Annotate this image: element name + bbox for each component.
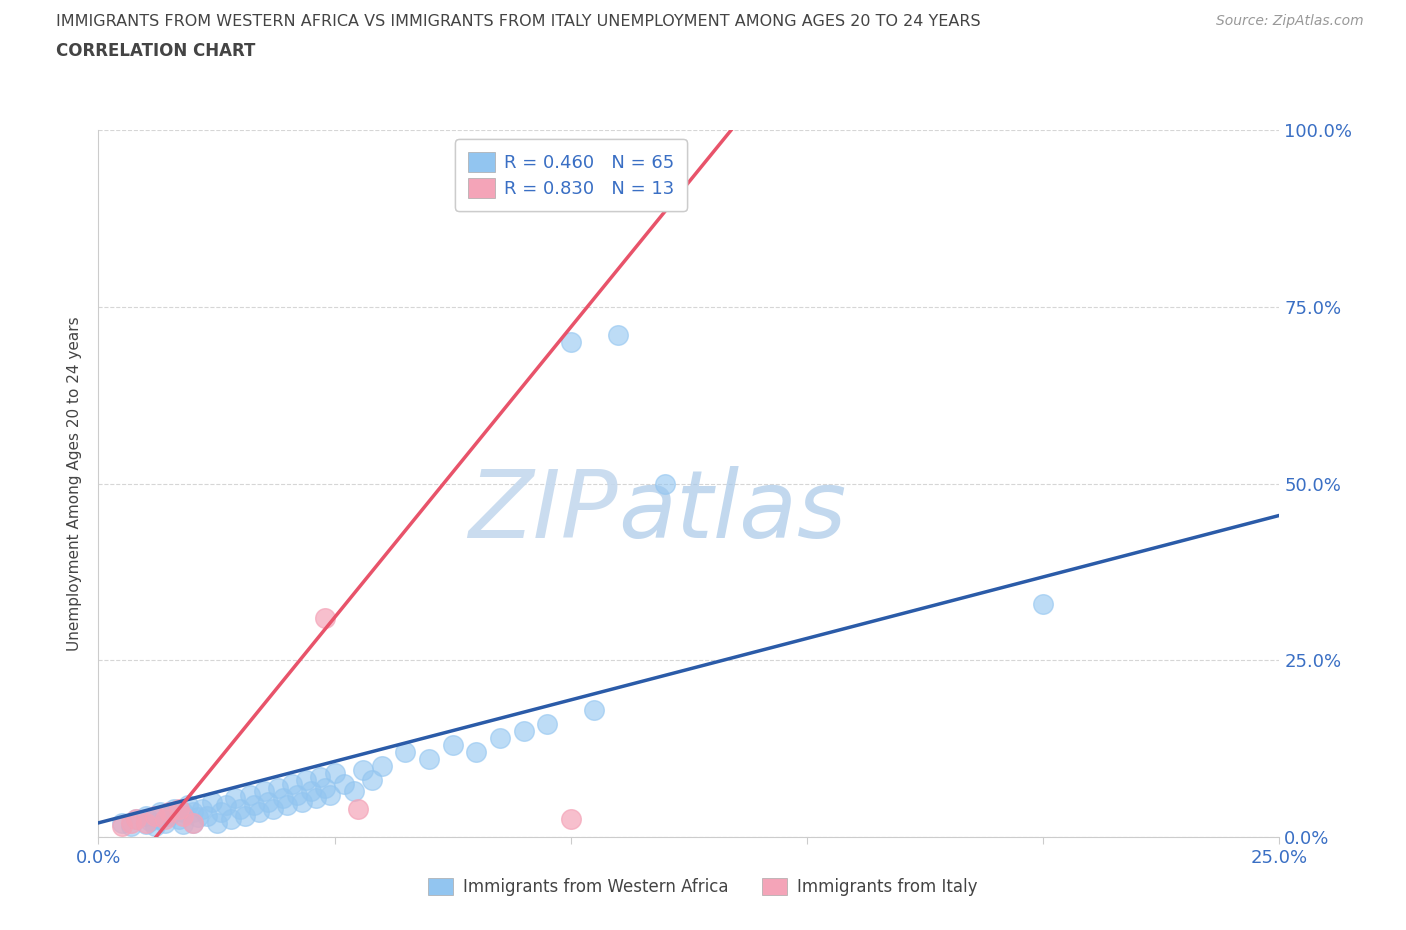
Point <box>181 804 204 819</box>
Point <box>224 790 246 805</box>
Point <box>285 787 308 802</box>
Point <box>465 745 488 760</box>
Point <box>125 812 148 827</box>
Point <box>177 798 200 813</box>
Point <box>276 798 298 813</box>
Legend: R = 0.460   N = 65, R = 0.830   N = 13: R = 0.460 N = 65, R = 0.830 N = 13 <box>456 140 686 210</box>
Point <box>267 780 290 795</box>
Point <box>143 819 166 834</box>
Point <box>583 702 606 717</box>
Text: IMMIGRANTS FROM WESTERN AFRICA VS IMMIGRANTS FROM ITALY UNEMPLOYMENT AMONG AGES : IMMIGRANTS FROM WESTERN AFRICA VS IMMIGR… <box>56 14 981 29</box>
Point <box>243 798 266 813</box>
Point <box>163 802 186 817</box>
Point <box>172 808 194 823</box>
Point <box>219 812 242 827</box>
Point <box>290 794 312 809</box>
Text: CORRELATION CHART: CORRELATION CHART <box>56 42 256 60</box>
Text: atlas: atlas <box>619 466 846 557</box>
Point <box>111 816 134 830</box>
Point <box>371 759 394 774</box>
Point <box>125 812 148 827</box>
Point <box>215 798 238 813</box>
Point <box>560 812 582 827</box>
Y-axis label: Unemployment Among Ages 20 to 24 years: Unemployment Among Ages 20 to 24 years <box>67 316 83 651</box>
Point <box>394 745 416 760</box>
Point <box>1032 596 1054 611</box>
Point <box>205 816 228 830</box>
Point <box>418 751 440 766</box>
Point <box>233 808 256 823</box>
Point <box>253 784 276 799</box>
Text: ZIP: ZIP <box>468 466 619 557</box>
Point <box>333 777 356 791</box>
Point <box>157 804 180 819</box>
Point <box>157 808 180 823</box>
Point <box>135 808 157 823</box>
Point <box>347 802 370 817</box>
Point <box>195 808 218 823</box>
Point <box>149 804 172 819</box>
Point <box>654 476 676 491</box>
Point <box>187 810 209 825</box>
Point <box>314 780 336 795</box>
Point <box>441 737 464 752</box>
Point <box>281 777 304 791</box>
Point <box>560 335 582 350</box>
Point <box>314 610 336 625</box>
Point <box>153 816 176 830</box>
Point <box>323 766 346 781</box>
Point <box>167 802 190 817</box>
Point <box>172 804 194 819</box>
Point <box>191 802 214 817</box>
Point <box>309 769 332 784</box>
Point <box>172 817 194 831</box>
Point <box>139 814 162 829</box>
Point <box>239 787 262 802</box>
Point <box>121 819 143 834</box>
Point <box>201 794 224 809</box>
Point <box>319 787 342 802</box>
Point <box>536 716 558 731</box>
Point <box>135 817 157 831</box>
Point <box>121 816 143 830</box>
Point <box>342 784 364 799</box>
Point <box>295 773 318 788</box>
Point <box>305 790 328 805</box>
Point <box>111 819 134 834</box>
Point <box>135 816 157 830</box>
Point <box>352 763 374 777</box>
Point <box>512 724 534 738</box>
Point <box>262 802 284 817</box>
Point <box>143 808 166 823</box>
Point <box>149 812 172 827</box>
Point <box>229 802 252 817</box>
Point <box>153 812 176 827</box>
Point <box>167 812 190 827</box>
Point <box>257 794 280 809</box>
Point <box>607 327 630 342</box>
Text: Source: ZipAtlas.com: Source: ZipAtlas.com <box>1216 14 1364 28</box>
Point <box>181 816 204 830</box>
Point <box>271 790 294 805</box>
Point <box>247 804 270 819</box>
Point <box>361 773 384 788</box>
Point <box>209 804 232 819</box>
Point <box>489 731 512 746</box>
Point <box>299 784 322 799</box>
Point <box>181 816 204 830</box>
Legend: Immigrants from Western Africa, Immigrants from Italy: Immigrants from Western Africa, Immigran… <box>422 871 984 903</box>
